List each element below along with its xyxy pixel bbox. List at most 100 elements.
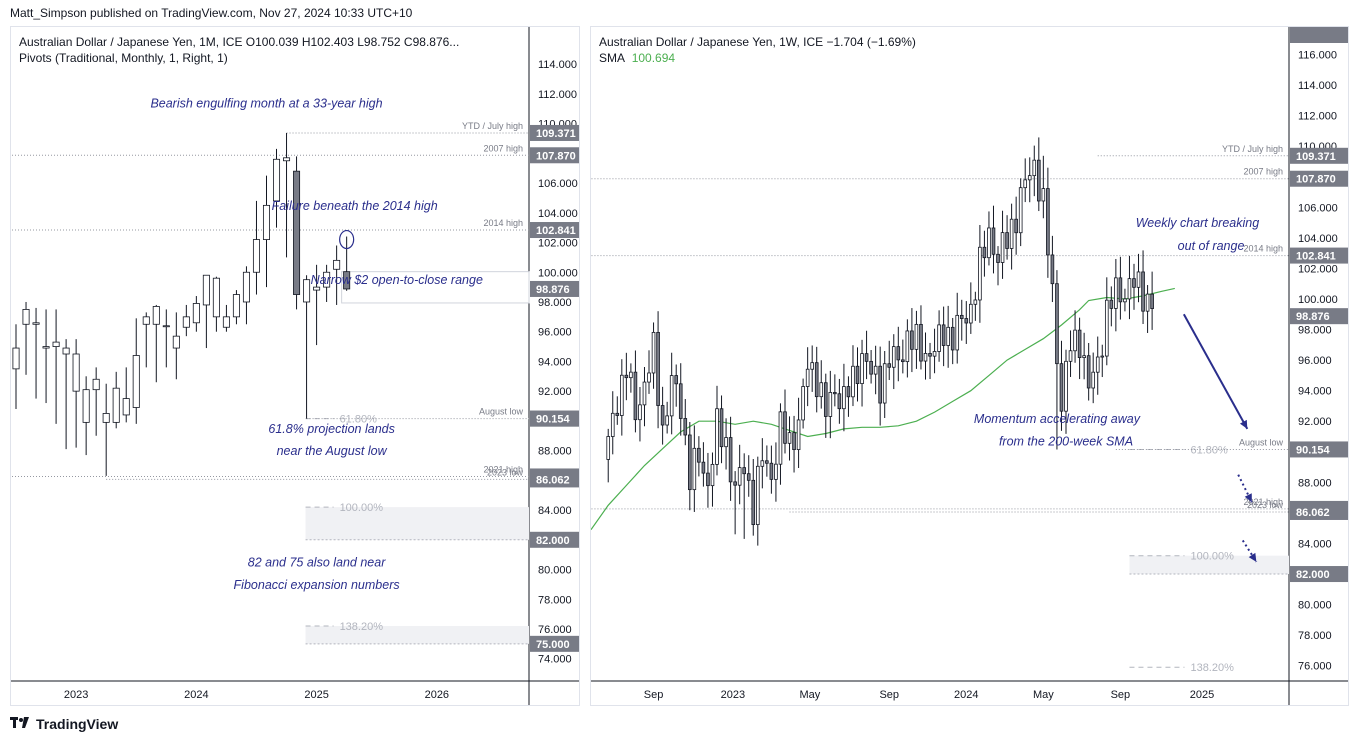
weekly-candle-body <box>914 323 919 350</box>
weekly-candle-body <box>855 365 860 384</box>
weekly-candle-body <box>669 375 674 417</box>
monthly-level-tag-bg <box>530 471 579 488</box>
weekly-candle-body <box>724 437 728 448</box>
weekly-level-tag: 86.062 <box>1296 507 1330 519</box>
weekly-candle-body <box>683 418 688 436</box>
weekly-legend-sma-label: SMA <box>599 51 626 65</box>
weekly-candle-body <box>873 365 878 375</box>
monthly-candle-body <box>162 325 170 328</box>
monthly-y-tick: 88.000 <box>538 446 572 458</box>
monthly-annotation: 61.8% projection lands <box>268 422 394 436</box>
weekly-candle-body <box>810 362 814 370</box>
monthly-candle-body <box>142 316 150 325</box>
weekly-x-tick: 2023 <box>721 689 745 701</box>
weekly-level-label: 2014 high <box>1243 244 1283 254</box>
weekly-level-label: August low <box>1239 437 1284 447</box>
monthly-candle-body <box>22 309 30 325</box>
tradingview-footer[interactable]: TradingView <box>10 716 118 732</box>
monthly-level-label: August low <box>479 407 524 417</box>
monthly-level-label: 2023 low <box>487 467 524 477</box>
monthly-annotation: Bearish engulfing month at a 33-year hig… <box>150 96 382 110</box>
weekly-chart[interactable]: 116.000114.000112.000110.000108.000106.0… <box>590 18 1348 705</box>
weekly-candle-body <box>715 408 719 465</box>
weekly-x-tick: 2025 <box>1190 689 1214 701</box>
weekly-candle-body <box>620 374 624 416</box>
weekly-candle-body <box>801 386 805 421</box>
monthly-y-tick: 92.000 <box>538 386 572 398</box>
weekly-candle-body <box>1145 293 1150 312</box>
weekly-candle-body <box>688 434 692 491</box>
weekly-legend-symbol: Australian Dollar / Japanese Yen, 1W, IC… <box>599 35 916 49</box>
weekly-candle-body <box>719 408 724 448</box>
weekly-candle-body <box>851 365 855 398</box>
weekly-candle-body <box>1091 371 1096 389</box>
weekly-candle-body <box>638 404 642 421</box>
weekly-y-tick: 116.000 <box>1298 50 1337 62</box>
weekly-candle-body <box>755 465 760 525</box>
monthly-x-tick: 2023 <box>64 689 88 701</box>
monthly-fib-zone <box>305 626 529 644</box>
monthly-candle-body <box>323 271 331 288</box>
monthly-candle-body <box>172 335 180 349</box>
weekly-level-label: 2007 high <box>1243 167 1283 177</box>
monthly-chart[interactable]: 114.000112.000110.000108.000106.000104.0… <box>11 27 579 705</box>
weekly-candle-body <box>1095 356 1100 373</box>
monthly-fib-tag-bg <box>530 635 579 652</box>
weekly-candle-body <box>973 299 978 305</box>
weekly-x-tick: Sep <box>879 689 899 701</box>
weekly-candle-body <box>651 331 656 374</box>
weekly-fib-label: 138.20% <box>1190 662 1234 674</box>
weekly-arrow-shaft <box>1182 313 1249 430</box>
weekly-level-tag-bg <box>1290 147 1348 164</box>
weekly-y-tick: 100.000 <box>1298 294 1338 306</box>
monthly-level-tag-bg <box>530 124 579 141</box>
monthly-y-tick: 76.000 <box>538 624 572 636</box>
monthly-y-tick: 96.000 <box>538 327 572 339</box>
weekly-candle-body <box>1064 360 1068 412</box>
monthly-y-tick: 104.000 <box>538 208 578 220</box>
monthly-candle-body <box>242 271 250 303</box>
monthly-y-tick: 94.000 <box>538 356 572 368</box>
weekly-arrow-head <box>1239 419 1248 429</box>
weekly-candle-body <box>1136 271 1141 288</box>
weekly-candle-body <box>647 372 651 383</box>
weekly-candle-body <box>982 246 987 259</box>
weekly-candle-body <box>828 392 833 417</box>
weekly-candle-body <box>665 415 669 426</box>
weekly-y-tick: 96.000 <box>1298 355 1332 367</box>
monthly-y-tick: 78.000 <box>538 594 572 606</box>
weekly-arrow-head <box>1248 552 1257 562</box>
monthly-candle-body <box>62 347 70 355</box>
monthly-candle-body <box>303 279 311 303</box>
monthly-fib-tag: 82.000 <box>536 535 570 547</box>
monthly-candle-body <box>32 322 40 325</box>
monthly-chart-panel[interactable]: 114.000112.000110.000108.000106.000104.0… <box>10 26 580 706</box>
monthly-y-tick: 114.000 <box>538 59 577 71</box>
weekly-chart-panel[interactable]: 116.000114.000112.000110.000108.000106.0… <box>590 18 1349 706</box>
weekly-level-label: YTD / July high <box>1222 144 1283 154</box>
weekly-candle-body <box>959 314 964 319</box>
weekly-candle-body <box>905 330 910 363</box>
weekly-candle-body <box>615 412 620 416</box>
monthly-candle-body <box>72 353 80 392</box>
monthly-annotation: 82 and 75 also land near <box>248 556 386 570</box>
weekly-candle-body <box>1055 283 1059 365</box>
weekly-fib-label: 61.80% <box>1190 444 1228 456</box>
monthly-fib-label: 100.00% <box>340 502 384 514</box>
weekly-y-tick: 84.000 <box>1298 538 1332 550</box>
weekly-candle-body <box>1077 329 1082 358</box>
weekly-x-tick: May <box>800 689 821 701</box>
weekly-candle-body <box>923 353 928 362</box>
weekly-candle-body <box>633 371 638 421</box>
weekly-candle-body <box>765 460 769 464</box>
weekly-candle-body <box>1114 277 1118 309</box>
weekly-y-tick: 80.000 <box>1298 600 1332 612</box>
weekly-candle-body <box>1141 271 1145 312</box>
weekly-candle-body <box>1005 232 1009 249</box>
weekly-candle-body <box>805 368 810 387</box>
monthly-fib-tag: 75.000 <box>536 639 570 651</box>
weekly-candle-body <box>742 467 747 475</box>
monthly-candle-body <box>12 347 20 370</box>
weekly-candle-body <box>737 467 742 486</box>
weekly-level-tag-bg <box>1290 441 1348 458</box>
